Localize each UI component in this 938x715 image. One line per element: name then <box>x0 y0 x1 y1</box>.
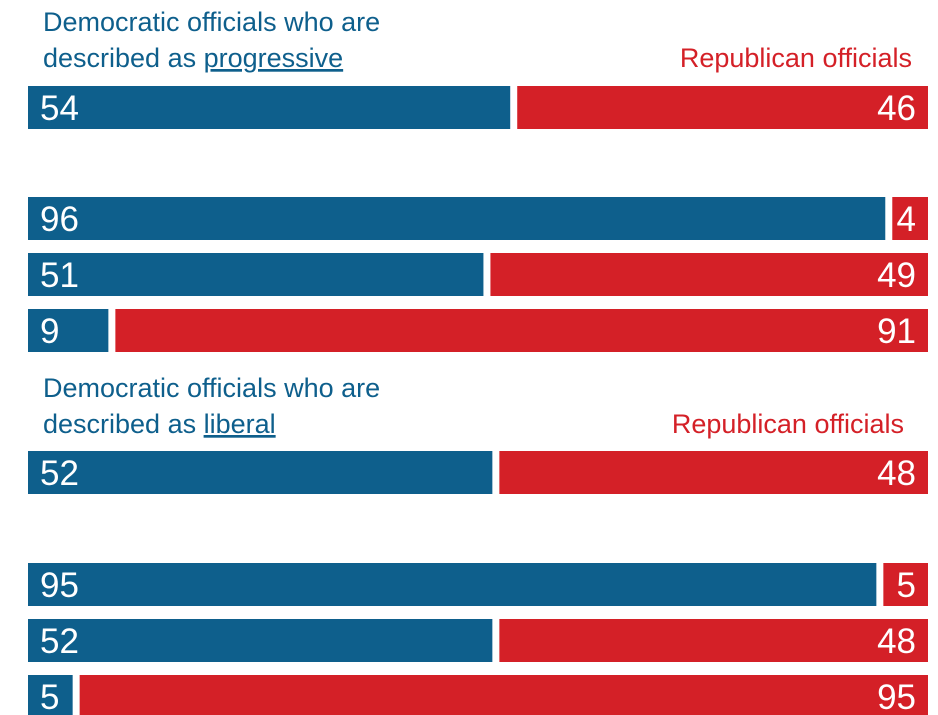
democratic-bar <box>28 563 877 606</box>
dem-title-line2: described as progressive <box>43 43 343 73</box>
bar-row: 9 91 <box>28 309 929 352</box>
bar-row: 52 48 <box>28 451 928 494</box>
republican-value-label: 5 <box>897 566 916 605</box>
republican-bar <box>499 451 928 494</box>
democratic-value-label: 96 <box>40 200 79 239</box>
republican-value-label: 46 <box>877 89 916 128</box>
bar-row: 5 95 <box>28 675 928 715</box>
democratic-bar <box>28 197 886 240</box>
panel-liberal: Democratic officials who are described a… <box>43 373 904 439</box>
republican-bar <box>883 563 928 606</box>
republican-bar <box>490 253 928 296</box>
democratic-bar <box>28 309 109 352</box>
bar-row: 96 4 <box>28 197 928 240</box>
democratic-bar <box>28 86 511 129</box>
panel-progressive: Democratic officials who are described a… <box>43 7 912 73</box>
republican-value-label: 48 <box>877 622 916 661</box>
democratic-value-label: 5 <box>40 678 59 715</box>
republican-bar <box>892 197 928 240</box>
republican-bar <box>499 619 928 662</box>
republican-value-label: 4 <box>897 200 916 239</box>
rep-title: Republican officials <box>680 43 912 73</box>
democratic-bar <box>28 619 493 662</box>
republican-bar <box>517 86 928 129</box>
republican-bar <box>115 309 929 352</box>
dem-title-line1: Democratic officials who are <box>43 373 380 403</box>
bar-row: 52 48 <box>28 619 928 662</box>
democratic-bar <box>28 675 73 715</box>
democratic-value-label: 95 <box>40 566 79 605</box>
dem-title-term: progressive <box>204 43 344 73</box>
dem-title-line1: Democratic officials who are <box>43 7 380 37</box>
bar-row: 95 5 <box>28 563 928 606</box>
republican-bar <box>79 675 928 715</box>
bar-row: 54 46 <box>28 86 928 129</box>
bar-row: 51 49 <box>28 253 928 296</box>
democratic-bar <box>28 451 493 494</box>
democratic-value-label: 51 <box>40 256 79 295</box>
dem-title-prefix: described as <box>43 43 204 73</box>
democratic-value-label: 9 <box>40 312 59 351</box>
dem-title-line2: described as liberal <box>43 409 276 439</box>
republican-value-label: 95 <box>877 678 916 715</box>
republican-value-label: 48 <box>877 454 916 493</box>
rep-title: Republican officials <box>672 409 904 439</box>
dem-title-term: liberal <box>204 409 276 439</box>
bars-layer: 54 46 96 4 51 49 9 91 52 48 95 5 52 48 5 95 <box>28 86 929 715</box>
democratic-value-label: 52 <box>40 622 79 661</box>
democratic-bar <box>28 253 484 296</box>
dem-title-prefix: described as <box>43 409 204 439</box>
democratic-value-label: 54 <box>40 89 79 128</box>
democratic-value-label: 52 <box>40 454 79 493</box>
republican-value-label: 49 <box>877 256 916 295</box>
republican-value-label: 91 <box>877 312 916 351</box>
